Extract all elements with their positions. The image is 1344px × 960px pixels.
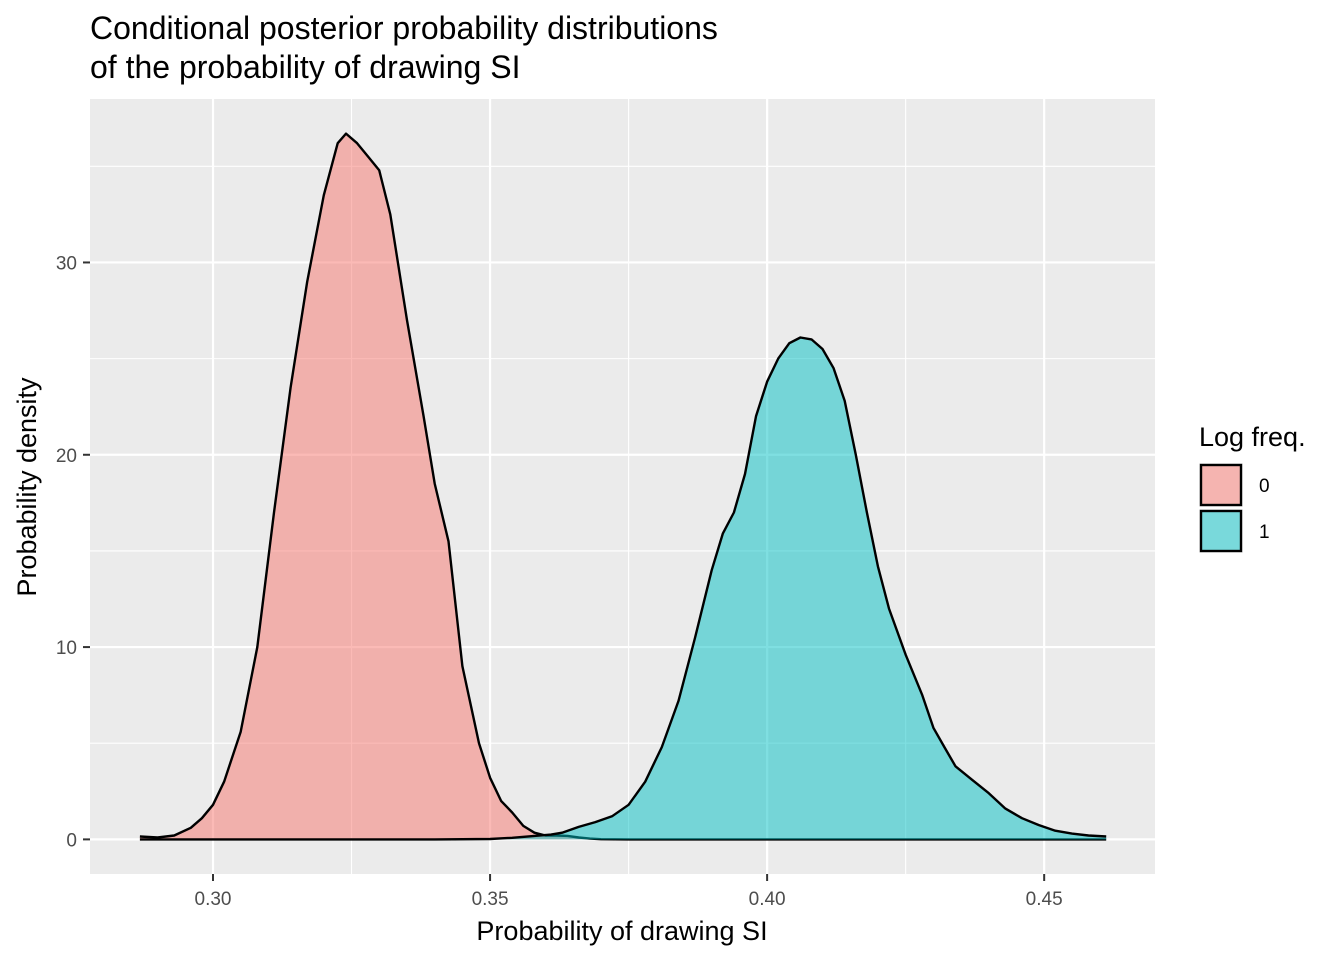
y-axis-title: Probability density bbox=[12, 377, 42, 597]
x-tick-label: 0.45 bbox=[1026, 889, 1063, 910]
y-tick-label: 20 bbox=[56, 446, 77, 467]
density-areas bbox=[139, 132, 1107, 841]
x-axis-title: Probability of drawing SI bbox=[476, 916, 767, 946]
legend-title: Log freq. bbox=[1199, 422, 1306, 452]
y-axis: 0 10 20 30 bbox=[56, 253, 90, 851]
density-area-series-1 bbox=[139, 337, 1107, 840]
legend-label-1: 1 bbox=[1259, 522, 1270, 543]
y-tick-label: 10 bbox=[56, 638, 77, 659]
density-line-series-1 bbox=[139, 336, 1107, 841]
density-area-series-0 bbox=[139, 133, 1107, 840]
chart-title-line2: of the probability of drawing SI bbox=[90, 49, 520, 85]
y-tick-label: 30 bbox=[56, 253, 77, 274]
legend-swatch-0 bbox=[1199, 463, 1243, 507]
chart-title-line1: Conditional posterior probability distri… bbox=[90, 10, 718, 46]
legend-swatch-1 bbox=[1199, 509, 1243, 553]
y-tick-label: 0 bbox=[66, 830, 77, 851]
x-tick-label: 0.35 bbox=[472, 889, 509, 910]
legend-label-0: 0 bbox=[1259, 476, 1270, 497]
x-tick-label: 0.40 bbox=[749, 889, 786, 910]
x-tick-label: 0.30 bbox=[195, 889, 232, 910]
x-axis: 0.30 0.35 0.40 0.45 bbox=[195, 874, 1063, 910]
legend: Log freq. 0 1 bbox=[1199, 422, 1306, 553]
